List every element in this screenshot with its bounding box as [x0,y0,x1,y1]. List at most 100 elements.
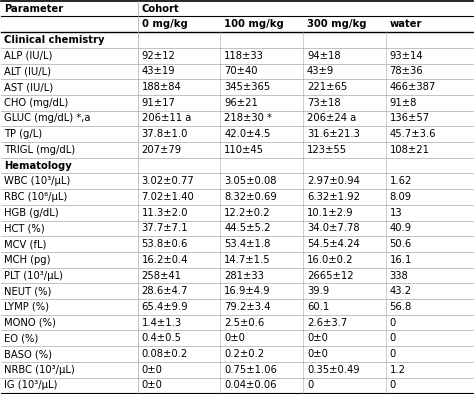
Text: 54.5±4.24: 54.5±4.24 [307,239,360,249]
Text: 8.09: 8.09 [390,192,412,202]
Text: 79.2±3.4: 79.2±3.4 [224,302,271,312]
Text: Clinical chemistry: Clinical chemistry [4,35,105,45]
Text: WBC (10³/μL): WBC (10³/μL) [4,176,71,186]
Text: 40.9: 40.9 [390,223,412,233]
Text: 44.5±5.2: 44.5±5.2 [224,223,271,233]
Text: 207±79: 207±79 [142,145,182,155]
Text: IG (10³/μL): IG (10³/μL) [4,381,58,390]
Text: ALT (IU/L): ALT (IU/L) [4,66,52,76]
Text: 221±65: 221±65 [307,82,347,92]
Text: 338: 338 [390,271,409,281]
Text: 43.2: 43.2 [390,286,412,296]
Text: 0±0: 0±0 [142,365,163,375]
Text: 118±33: 118±33 [224,51,264,61]
Text: PLT (10³/μL): PLT (10³/μL) [4,271,64,281]
Text: 1.2: 1.2 [390,365,406,375]
Text: CHO (mg/dL): CHO (mg/dL) [4,98,69,108]
Text: 0.08±0.2: 0.08±0.2 [142,349,188,359]
Text: 65.4±9.9: 65.4±9.9 [142,302,188,312]
Text: 0: 0 [390,349,396,359]
Text: 108±21: 108±21 [390,145,429,155]
Text: 56.8: 56.8 [390,302,412,312]
Text: BASO (%): BASO (%) [4,349,53,359]
Text: 0: 0 [390,381,396,390]
Text: 13: 13 [390,208,402,218]
Text: 0 mg/kg: 0 mg/kg [142,19,187,29]
Text: 2.97±0.94: 2.97±0.94 [307,176,360,186]
Text: 10.1±2.9: 10.1±2.9 [307,208,354,218]
Text: 0: 0 [307,381,313,390]
Text: AST (IU/L): AST (IU/L) [4,82,54,92]
Text: 31.6±21.3: 31.6±21.3 [307,129,360,139]
Text: 11.3±2.0: 11.3±2.0 [142,208,188,218]
Text: 43±9: 43±9 [307,66,334,76]
Text: 37.7±7.1: 37.7±7.1 [142,223,188,233]
Text: 0±0: 0±0 [307,349,328,359]
Text: 206±11 a: 206±11 a [142,113,191,123]
Text: 2665±12: 2665±12 [307,271,354,281]
Text: EO (%): EO (%) [4,333,39,343]
Text: 16.9±4.9: 16.9±4.9 [224,286,271,296]
Text: 93±14: 93±14 [390,51,423,61]
Text: 16.2±0.4: 16.2±0.4 [142,255,188,265]
Text: 43±19: 43±19 [142,66,175,76]
Text: 0.04±0.06: 0.04±0.06 [224,381,277,390]
Text: 16.0±0.2: 16.0±0.2 [307,255,354,265]
Text: HCT (%): HCT (%) [4,223,45,233]
Text: LYMP (%): LYMP (%) [4,302,49,312]
Text: 3.05±0.08: 3.05±0.08 [224,176,277,186]
Text: 0.4±0.5: 0.4±0.5 [142,333,182,343]
Text: 3.02±0.77: 3.02±0.77 [142,176,194,186]
Text: 466±387: 466±387 [390,82,436,92]
Text: 16.1: 16.1 [390,255,412,265]
Text: 96±21: 96±21 [224,98,258,108]
Text: 14.7±1.5: 14.7±1.5 [224,255,271,265]
Text: NEUT (%): NEUT (%) [4,286,52,296]
Text: 188±84: 188±84 [142,82,181,92]
Text: Parameter: Parameter [4,4,64,13]
Text: 258±41: 258±41 [142,271,182,281]
Text: MCH (pg): MCH (pg) [4,255,51,265]
Text: 281±33: 281±33 [224,271,264,281]
Text: 110±45: 110±45 [224,145,264,155]
Text: TP (g/L): TP (g/L) [4,129,43,139]
Text: Hematology: Hematology [4,161,72,171]
Text: 136±57: 136±57 [390,113,430,123]
Text: 53.4±1.8: 53.4±1.8 [224,239,271,249]
Text: 91±17: 91±17 [142,98,175,108]
Text: 1.62: 1.62 [390,176,412,186]
Text: 0: 0 [390,318,396,328]
Text: RBC (10⁶/μL): RBC (10⁶/μL) [4,192,68,202]
Text: 300 mg/kg: 300 mg/kg [307,19,366,29]
Text: 0.2±0.2: 0.2±0.2 [224,349,264,359]
Text: 206±24 a: 206±24 a [307,113,356,123]
Text: 91±8: 91±8 [390,98,417,108]
Text: 100 mg/kg: 100 mg/kg [224,19,284,29]
Text: 2.5±0.6: 2.5±0.6 [224,318,264,328]
Text: 0±0: 0±0 [307,333,328,343]
Text: 123±55: 123±55 [307,145,347,155]
Text: 92±12: 92±12 [142,51,175,61]
Text: 53.8±0.6: 53.8±0.6 [142,239,188,249]
Text: 8.32±0.69: 8.32±0.69 [224,192,277,202]
Text: TRIGL (mg/dL): TRIGL (mg/dL) [4,145,75,155]
Text: 37.8±1.0: 37.8±1.0 [142,129,188,139]
Text: 39.9: 39.9 [307,286,329,296]
Text: Cohort: Cohort [142,4,179,13]
Text: NRBC (10³/μL): NRBC (10³/μL) [4,365,75,375]
Text: 78±36: 78±36 [390,66,423,76]
Text: 345±365: 345±365 [224,82,271,92]
Text: MCV (fL): MCV (fL) [4,239,47,249]
Text: 94±18: 94±18 [307,51,341,61]
Text: 218±30 *: 218±30 * [224,113,272,123]
Text: 12.2±0.2: 12.2±0.2 [224,208,271,218]
Text: 6.32±1.92: 6.32±1.92 [307,192,360,202]
Text: 28.6±4.7: 28.6±4.7 [142,286,188,296]
Text: 45.7±3.6: 45.7±3.6 [390,129,436,139]
Text: ALP (IU/L): ALP (IU/L) [4,51,53,61]
Text: 0.35±0.49: 0.35±0.49 [307,365,360,375]
Text: 70±40: 70±40 [224,66,258,76]
Text: 1.4±1.3: 1.4±1.3 [142,318,182,328]
Text: GLUC (mg/dL) *,a: GLUC (mg/dL) *,a [4,113,91,123]
Text: 50.6: 50.6 [390,239,412,249]
